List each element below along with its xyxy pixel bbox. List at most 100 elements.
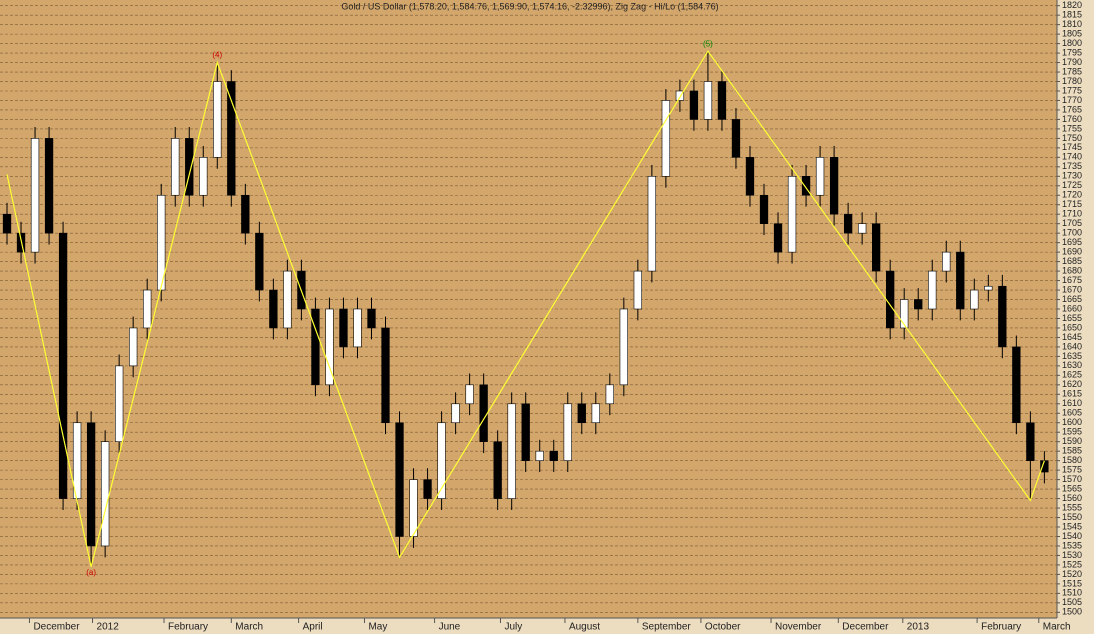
candle-body: [213, 81, 222, 158]
candle-body: [549, 450, 558, 461]
y-tick-label: 1715: [1062, 199, 1082, 209]
y-tick-label: 1565: [1062, 483, 1082, 493]
y-tick-label: 1750: [1062, 133, 1082, 143]
y-tick-label: 1680: [1062, 265, 1082, 275]
y-tick-label: 1605: [1062, 408, 1082, 418]
candle-body: [437, 422, 446, 499]
y-tick-label: 1630: [1062, 360, 1082, 370]
x-tick-label: May: [368, 622, 387, 633]
y-tick-label: 1620: [1062, 379, 1082, 389]
candle-body: [479, 384, 488, 442]
candle-body: [703, 81, 713, 120]
candle-body: [914, 299, 923, 310]
candle-body: [507, 403, 516, 499]
y-tick-label: 1650: [1062, 322, 1082, 332]
x-tick-label: October: [705, 622, 741, 633]
candle-body: [731, 119, 741, 158]
y-tick-label: 1560: [1062, 493, 1082, 503]
y-tick-label: 1505: [1062, 597, 1082, 607]
x-tick-label: 2012: [97, 622, 120, 633]
x-tick-label: June: [439, 622, 461, 633]
y-tick-label: 1660: [1062, 303, 1082, 313]
y-tick-label: 1795: [1062, 47, 1082, 57]
candle-body: [857, 223, 867, 234]
candle-body: [521, 403, 530, 461]
candle-body: [829, 157, 839, 215]
candle-body: [86, 422, 96, 547]
y-tick-label: 1600: [1062, 417, 1082, 427]
candle-body: [493, 441, 502, 499]
candle-body: [58, 232, 68, 499]
candle-body: [689, 90, 699, 120]
y-tick-label: 1700: [1062, 228, 1082, 238]
candle-body: [956, 251, 965, 310]
candle-body: [241, 194, 250, 234]
candle-body: [619, 308, 628, 386]
candle-body: [647, 176, 657, 272]
x-tick-label: August: [569, 622, 600, 633]
y-tick-label: 1755: [1062, 123, 1082, 133]
y-tick-label: 1625: [1062, 370, 1082, 380]
chart-title: Gold / US Dollar (1,578.20, 1,584.76, 1,…: [341, 1, 718, 11]
y-tick-label: 1575: [1062, 465, 1082, 475]
candle-body: [591, 403, 600, 424]
candle-body: [661, 100, 671, 177]
candle-body: [227, 81, 236, 196]
y-tick-label: 1510: [1062, 588, 1082, 598]
y-tick-label: 1745: [1062, 142, 1082, 152]
y-tick-label: 1645: [1062, 332, 1082, 342]
candle-body: [143, 289, 152, 329]
y-tick-label: 1810: [1062, 19, 1082, 29]
candle-body: [759, 194, 769, 224]
candle-body: [325, 308, 334, 386]
x-tick-label: March: [235, 622, 263, 633]
y-tick-label: 1545: [1062, 521, 1082, 531]
y-tick-label: 1635: [1062, 351, 1082, 361]
y-tick-label: 1550: [1062, 512, 1082, 522]
y-tick-label: 1760: [1062, 114, 1082, 124]
y-tick-label: 1800: [1062, 38, 1082, 48]
candle-body: [353, 308, 362, 348]
y-tick-label: 1735: [1062, 161, 1082, 171]
candle-body: [633, 270, 642, 310]
y-tick-label: 1815: [1062, 10, 1082, 20]
y-tick-label: 1540: [1062, 531, 1082, 541]
y-tick-label: 1590: [1062, 436, 1082, 446]
y-tick-label: 1780: [1062, 76, 1082, 86]
x-tick-label: February: [168, 622, 208, 633]
x-tick-label: November: [775, 622, 822, 633]
plot-background: [0, 0, 1057, 618]
candle-body: [815, 157, 825, 196]
candle-body: [367, 308, 376, 329]
y-tick-label: 1535: [1062, 540, 1082, 550]
y-tick-label: 1595: [1062, 427, 1082, 437]
y-tick-label: 1615: [1062, 389, 1082, 399]
candle-body: [1012, 346, 1021, 424]
candle-body: [970, 289, 979, 310]
candle-body: [563, 403, 572, 461]
y-tick-label: 1610: [1062, 398, 1082, 408]
y-tick-label: 1585: [1062, 446, 1082, 456]
candle-body: [185, 138, 194, 196]
candle-body: [129, 327, 138, 367]
y-tick-label: 1790: [1062, 57, 1082, 67]
candle-body: [928, 270, 937, 310]
y-tick-label: 1710: [1062, 209, 1082, 219]
x-tick-label: December: [842, 622, 889, 633]
y-tick-label: 1775: [1062, 85, 1082, 95]
y-tick-label: 1675: [1062, 275, 1082, 285]
y-tick-label: 1640: [1062, 341, 1082, 351]
y-tick-label: 1720: [1062, 190, 1082, 200]
x-tick-label: July: [504, 622, 522, 633]
candle-body: [255, 232, 264, 291]
candle-body: [984, 285, 993, 291]
y-tick-label: 1520: [1062, 569, 1082, 579]
candle-body: [311, 308, 320, 386]
y-tick-label: 1690: [1062, 247, 1082, 257]
candle-body: [1026, 422, 1035, 461]
x-tick-label: 2013: [907, 622, 930, 633]
candle-body: [115, 365, 124, 442]
candle-body: [283, 270, 292, 329]
